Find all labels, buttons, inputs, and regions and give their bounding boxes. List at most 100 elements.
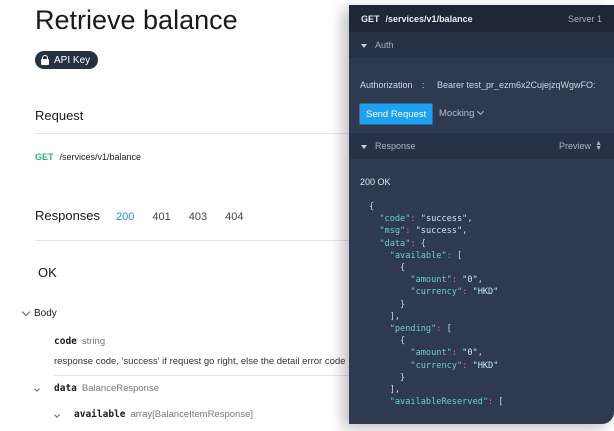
divider [35, 240, 360, 241]
code-token: : [488, 397, 499, 408]
response-status: 200 OK [360, 177, 391, 187]
code-line: "amount": "0", [369, 274, 504, 286]
field-name: data [54, 383, 77, 394]
code-token: "0" [462, 275, 478, 286]
code-token [369, 214, 379, 224]
code-line: } [369, 299, 504, 311]
response-description: OK [38, 265, 57, 280]
chevron-down-icon[interactable] [54, 412, 60, 418]
code-token: "msg" [379, 226, 406, 237]
code-token [369, 397, 390, 407]
field-name: code [54, 336, 77, 347]
body-toggle[interactable]: Body [21, 307, 57, 319]
divider [35, 133, 360, 134]
server-select[interactable]: Server 1 [567, 13, 602, 24]
caret-down-icon [361, 145, 367, 149]
code-token: ], [369, 385, 401, 396]
code-token: [ [456, 250, 463, 261]
code-token: : [451, 275, 463, 286]
code-line: "currency": "HKD" [369, 286, 504, 298]
auth-section-toggle[interactable]: Auth [349, 32, 614, 58]
auth-body: Authorization : Bearer test_pr_ezm6x2Cuj… [349, 58, 614, 133]
code-token [369, 239, 379, 249]
code-token: ], [369, 311, 401, 322]
api-key-badge[interactable]: API Key [35, 51, 99, 69]
chevron-down-icon[interactable] [34, 386, 40, 392]
field-code: code string [54, 336, 105, 347]
code-token: } [369, 299, 406, 310]
chevron-down-icon [21, 307, 31, 317]
field-type: string [81, 336, 106, 347]
code-line: "data": { [369, 238, 504, 250]
code-token: } [369, 372, 406, 383]
response-tabs: Responses 200 401 403 404 [35, 208, 261, 223]
authorization-label: Authorization [360, 80, 413, 90]
lock-icon [41, 55, 49, 65]
code-token: "data" [379, 238, 411, 249]
preview-label: Preview [559, 141, 592, 151]
code-line: { [369, 335, 504, 347]
code-token: "success" [420, 214, 468, 225]
code-token: : [436, 324, 447, 335]
field-name: available [74, 409, 126, 420]
code-token: "currency" [410, 287, 463, 298]
code-token: { [369, 202, 375, 212]
authorization-input[interactable]: Bearer test_pr_ezm6x2CujejzqWgwFO: [437, 80, 596, 90]
field-data[interactable]: data BalanceResponse [34, 383, 159, 394]
code-line: "code": "success", [369, 213, 504, 225]
code-token: "0" [462, 348, 478, 359]
code-line: ], [369, 311, 504, 323]
tab-200[interactable]: 200 [116, 211, 135, 223]
code-token: , [477, 275, 483, 286]
field-available[interactable]: available array[BalanceItemResponse] [54, 409, 253, 420]
tab-401[interactable]: 401 [152, 211, 171, 223]
sort-icon: ▲ ▼ [595, 140, 602, 152]
code-token: : [451, 348, 463, 359]
mocking-dropdown[interactable]: Mocking [439, 107, 485, 119]
code-token: "HKD" [472, 360, 499, 371]
endpoint-path: /services/v1/balance [59, 152, 142, 162]
separator: : [422, 80, 425, 90]
code-token: "HKD" [472, 287, 499, 298]
preview-select[interactable]: Preview ▲ ▼ [559, 140, 602, 152]
code-line: "available": [ [369, 250, 504, 262]
response-section-toggle[interactable]: Response Preview ▲ ▼ [349, 133, 614, 159]
code-token [369, 226, 379, 236]
code-token [369, 275, 410, 285]
code-token: , [462, 226, 468, 237]
endpoint: GET/services/v1/balance [35, 152, 141, 162]
code-line: "msg": "success", [369, 225, 504, 237]
try-it-panel: GET/services/v1/balance Server 1 Auth Au… [349, 5, 614, 424]
panel-header: GET/services/v1/balance Server 1 [349, 5, 614, 32]
field-description: response code, 'success' if request go r… [54, 356, 346, 367]
code-line: ], [369, 384, 504, 396]
caret-down-icon [361, 44, 367, 48]
badge-label: API Key [54, 54, 91, 66]
code-token: "code" [379, 214, 411, 225]
tab-403[interactable]: 403 [188, 211, 208, 223]
code-line: { [369, 262, 504, 274]
docs-pane: Retrieve balance API Key Request GET/ser… [21, 5, 379, 420]
code-token: : [410, 214, 421, 225]
code-token: "amount" [410, 275, 452, 286]
code-token: "amount" [410, 348, 452, 359]
code-line: "amount": "0", [369, 347, 504, 359]
endpoint-path: /services/v1/balance [385, 13, 473, 24]
code-token: : [462, 287, 473, 298]
request-heading: Request [35, 108, 84, 123]
code-token: "currency" [410, 360, 463, 371]
code-token: [ [498, 397, 504, 408]
code-line: "currency": "HKD" [369, 360, 504, 372]
send-request-button[interactable]: Send Request [359, 103, 434, 125]
code-token [369, 348, 410, 358]
code-line: "pending": [ [369, 323, 504, 335]
code-token [369, 287, 410, 297]
response-label: Response [375, 141, 416, 151]
code-line: { [369, 201, 504, 213]
code-token: "availableReserved" [389, 397, 489, 408]
response-json: { "code": "success", "msg": "success", "… [369, 201, 504, 408]
tab-404[interactable]: 404 [225, 211, 244, 223]
code-token: : [462, 360, 473, 371]
code-token: : [446, 250, 457, 261]
body-label: Body [34, 308, 57, 319]
